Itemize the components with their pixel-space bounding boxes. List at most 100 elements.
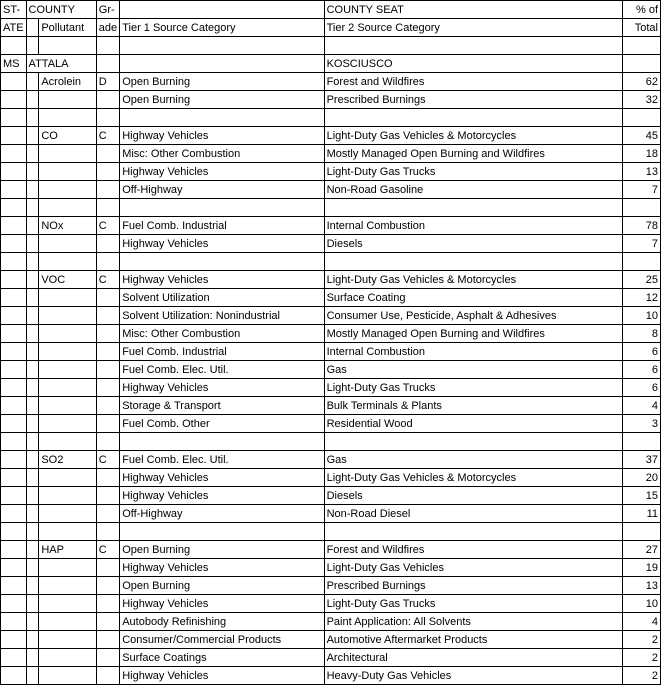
blank-row	[1, 523, 661, 541]
pct-cell: 78	[622, 217, 660, 235]
blank-row	[1, 433, 661, 451]
grade-cell: D	[96, 73, 119, 91]
data-row: Highway VehiclesLight-Duty Gas Vehicles1…	[1, 559, 661, 577]
tier2-cell: Consumer Use, Pesticide, Asphalt & Adhes…	[324, 307, 622, 325]
data-row: Fuel Comb. IndustrialInternal Combustion…	[1, 343, 661, 361]
data-row: Fuel Comb. OtherResidential Wood3	[1, 415, 661, 433]
county-seat-cell: KOSCIUSCO	[324, 55, 622, 73]
pct-cell: 4	[622, 397, 660, 415]
pct-cell: 13	[622, 577, 660, 595]
header-county: COUNTY	[26, 1, 96, 19]
tier2-cell: Light-Duty Gas Trucks	[324, 163, 622, 181]
pct-cell: 6	[622, 361, 660, 379]
pct-cell: 15	[622, 487, 660, 505]
tier1-cell: Solvent Utilization	[120, 289, 324, 307]
data-row: SO2CFuel Comb. Elec. Util.Gas37	[1, 451, 661, 469]
tier2-cell: Internal Combustion	[324, 217, 622, 235]
tier1-cell: Solvent Utilization: Nonindustrial	[120, 307, 324, 325]
tier1-cell: Highway Vehicles	[120, 595, 324, 613]
state-cell: MS	[1, 55, 27, 73]
emissions-table: ST-COUNTYGr-COUNTY SEAT% ofATEPollutanta…	[0, 0, 661, 685]
tier2-cell: Automotive Aftermarket Products	[324, 631, 622, 649]
data-row: Highway VehiclesLight-Duty Gas Trucks10	[1, 595, 661, 613]
header-ate: ATE	[1, 19, 27, 37]
header-ade: ade	[96, 19, 119, 37]
data-row: Misc: Other CombustionMostly Managed Ope…	[1, 325, 661, 343]
tier2-cell: Light-Duty Gas Trucks	[324, 379, 622, 397]
pct-cell: 20	[622, 469, 660, 487]
tier1-cell: Highway Vehicles	[120, 559, 324, 577]
grade-cell: C	[96, 127, 119, 145]
data-row: Highway VehiclesDiesels15	[1, 487, 661, 505]
header-pollutant: Pollutant	[39, 19, 96, 37]
tier1-cell: Misc: Other Combustion	[120, 325, 324, 343]
blank-row	[1, 37, 661, 55]
tier1-cell: Highway Vehicles	[120, 163, 324, 181]
tier2-cell: Forest and Wildfires	[324, 541, 622, 559]
tier1-cell: Highway Vehicles	[120, 271, 324, 289]
pollutant-cell: VOC	[39, 271, 96, 289]
data-row: COCHighway VehiclesLight-Duty Gas Vehicl…	[1, 127, 661, 145]
tier1-cell: Fuel Comb. Industrial	[120, 343, 324, 361]
data-row: Highway VehiclesHeavy-Duty Gas Vehicles2	[1, 667, 661, 685]
header-grade: Gr-	[96, 1, 119, 19]
pollutant-cell: Acrolein	[39, 73, 96, 91]
tier1-cell: Open Burning	[120, 541, 324, 559]
data-row: Off-HighwayNon-Road Gasoline7	[1, 181, 661, 199]
tier2-cell: Light-Duty Gas Vehicles & Motorcycles	[324, 469, 622, 487]
grade-cell: C	[96, 451, 119, 469]
data-row: Open BurningPrescribed Burnings13	[1, 577, 661, 595]
pct-cell: 18	[622, 145, 660, 163]
header-tier2: Tier 2 Source Category	[324, 19, 622, 37]
tier2-cell: Light-Duty Gas Vehicles	[324, 559, 622, 577]
blank-row	[1, 199, 661, 217]
data-row: Consumer/Commercial ProductsAutomotive A…	[1, 631, 661, 649]
tier1-cell: Fuel Comb. Industrial	[120, 217, 324, 235]
tier1-cell: Misc: Other Combustion	[120, 145, 324, 163]
tier2-cell: Forest and Wildfires	[324, 73, 622, 91]
pct-cell: 11	[622, 505, 660, 523]
data-row: Solvent Utilization: NonindustrialConsum…	[1, 307, 661, 325]
pollutant-cell: SO2	[39, 451, 96, 469]
tier2-cell: Surface Coating	[324, 289, 622, 307]
tier2-cell: Mostly Managed Open Burning and Wildfire…	[324, 325, 622, 343]
data-row: Highway VehiclesLight-Duty Gas Trucks13	[1, 163, 661, 181]
blank-row	[1, 109, 661, 127]
blank-row	[1, 253, 661, 271]
pct-cell: 2	[622, 649, 660, 667]
tier1-cell: Open Burning	[120, 73, 324, 91]
grade-cell: C	[96, 541, 119, 559]
pct-cell: 25	[622, 271, 660, 289]
header-county-seat: COUNTY SEAT	[324, 1, 622, 19]
tier1-cell: Open Burning	[120, 577, 324, 595]
data-row: HAPCOpen BurningForest and Wildfires27	[1, 541, 661, 559]
header-row-2: ATE PollutantadeTier 1 Source CategoryTie…	[1, 19, 661, 37]
pct-cell: 27	[622, 541, 660, 559]
header-tier1: Tier 1 Source Category	[120, 19, 324, 37]
tier1-cell: Off-Highway	[120, 505, 324, 523]
data-row: Highway VehiclesLight-Duty Gas Trucks6	[1, 379, 661, 397]
tier2-cell: Gas	[324, 451, 622, 469]
tier2-cell: Gas	[324, 361, 622, 379]
header-row-1: ST-COUNTYGr-COUNTY SEAT% of	[1, 1, 661, 19]
pct-cell: 13	[622, 163, 660, 181]
tier2-cell: Light-Duty Gas Vehicles & Motorcycles	[324, 127, 622, 145]
pct-cell: 10	[622, 595, 660, 613]
tier2-cell: Internal Combustion	[324, 343, 622, 361]
data-row: Surface CoatingsArchitectural2	[1, 649, 661, 667]
pct-cell: 37	[622, 451, 660, 469]
tier2-cell: Diesels	[324, 487, 622, 505]
tier2-cell: Heavy-Duty Gas Vehicles	[324, 667, 622, 685]
pct-cell: 32	[622, 91, 660, 109]
grade-cell: C	[96, 217, 119, 235]
pct-cell: 7	[622, 235, 660, 253]
header-state: ST-	[1, 1, 27, 19]
data-row: Highway VehiclesLight-Duty Gas Vehicles …	[1, 469, 661, 487]
tier2-cell: Prescribed Burnings	[324, 91, 622, 109]
tier1-cell: Highway Vehicles	[120, 235, 324, 253]
header-total: Total	[622, 19, 660, 37]
data-row: VOCCHighway VehiclesLight-Duty Gas Vehic…	[1, 271, 661, 289]
pct-cell: 8	[622, 325, 660, 343]
pct-cell: 19	[622, 559, 660, 577]
tier1-cell: Highway Vehicles	[120, 667, 324, 685]
